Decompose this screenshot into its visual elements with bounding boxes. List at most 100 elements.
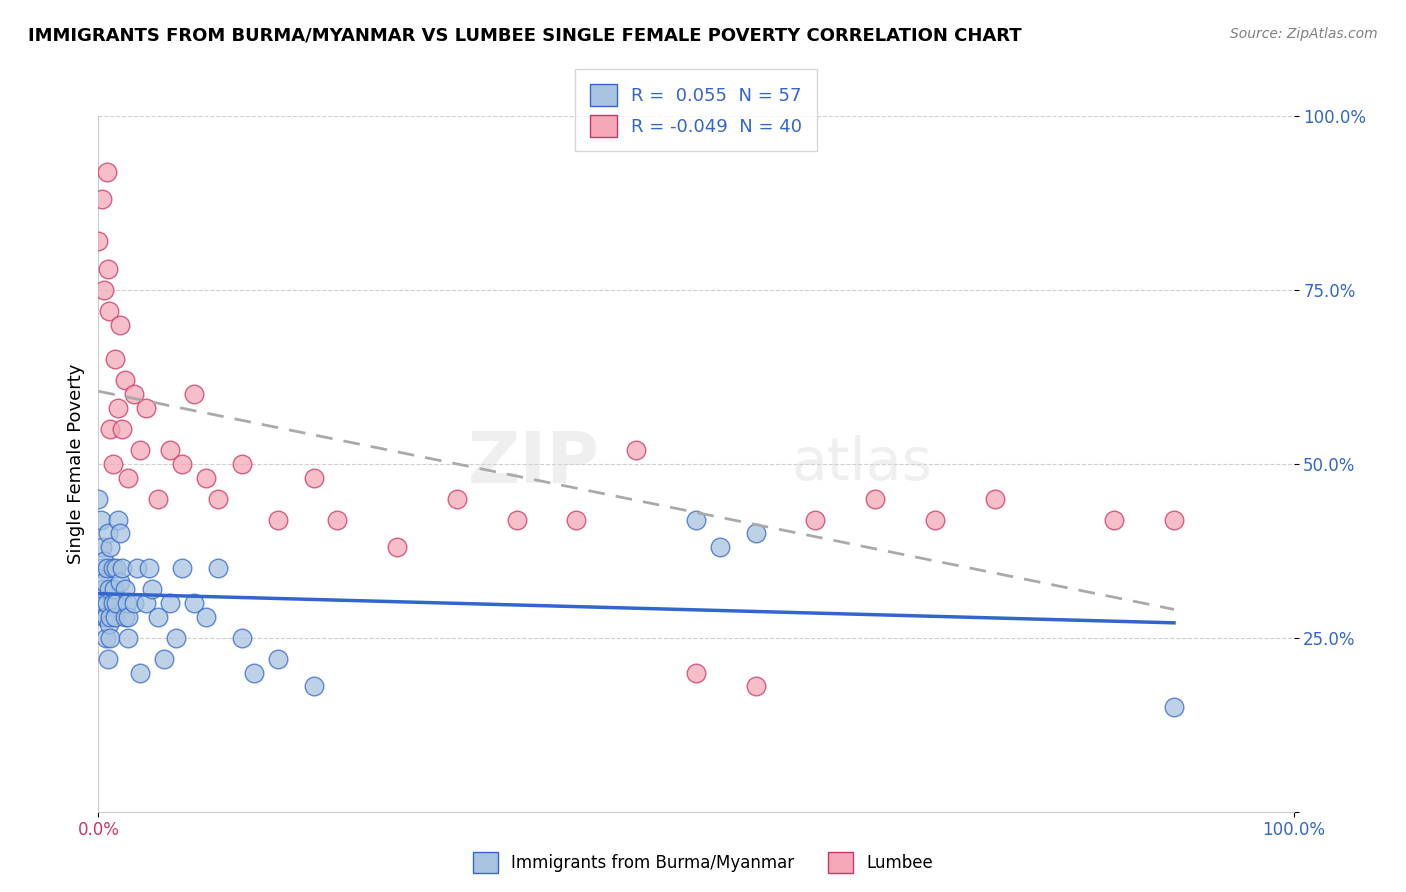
- Point: [124, 596, 146, 610]
- Point: [385, 541, 409, 555]
- Legend: R =  0.055  N = 57, R = -0.049  N = 40: R = 0.055 N = 57, R = -0.049 N = 40: [575, 70, 817, 152]
- Point: [114, 610, 136, 624]
- Point: [98, 582, 121, 596]
- Text: IMMIGRANTS FROM BURMA/MYANMAR VS LUMBEE SINGLE FEMALE POVERTY CORRELATION CHART: IMMIGRANTS FROM BURMA/MYANMAR VS LUMBEE …: [28, 27, 1022, 45]
- Point: [685, 512, 707, 526]
- Point: [98, 303, 121, 318]
- Point: [326, 512, 349, 526]
- Text: ZIP: ZIP: [468, 429, 600, 499]
- Point: [108, 575, 131, 590]
- Point: [159, 442, 181, 457]
- Point: [446, 491, 468, 506]
- Point: [141, 582, 163, 596]
- Point: [98, 610, 122, 624]
- Point: [98, 631, 122, 645]
- Point: [101, 457, 124, 471]
- Point: [91, 193, 114, 207]
- Point: [745, 526, 768, 541]
- Point: [103, 582, 125, 596]
- Point: [565, 512, 588, 526]
- Point: [135, 401, 157, 416]
- Point: [87, 491, 110, 506]
- Point: [114, 582, 136, 596]
- Text: Source: ZipAtlas.com: Source: ZipAtlas.com: [1230, 27, 1378, 41]
- Point: [91, 561, 114, 575]
- Point: [685, 665, 707, 680]
- Point: [231, 457, 253, 471]
- Point: [91, 582, 114, 596]
- Point: [93, 575, 115, 590]
- Point: [104, 352, 127, 367]
- Point: [207, 561, 229, 575]
- Point: [94, 631, 117, 645]
- Point: [105, 596, 128, 610]
- Point: [90, 512, 112, 526]
- Point: [302, 471, 325, 485]
- Point: [98, 616, 121, 631]
- Point: [626, 442, 648, 457]
- Point: [745, 680, 768, 694]
- Point: [105, 561, 128, 575]
- Point: [107, 401, 129, 416]
- Point: [267, 651, 290, 665]
- Point: [101, 596, 124, 610]
- Point: [97, 651, 120, 665]
- Legend: Immigrants from Burma/Myanmar, Lumbee: Immigrants from Burma/Myanmar, Lumbee: [467, 846, 939, 880]
- Point: [129, 442, 152, 457]
- Point: [207, 491, 229, 506]
- Point: [108, 318, 131, 332]
- Point: [243, 665, 266, 680]
- Point: [93, 283, 115, 297]
- Point: [93, 610, 115, 624]
- Point: [96, 596, 118, 610]
- Point: [148, 491, 170, 506]
- Point: [709, 541, 731, 555]
- Point: [111, 561, 134, 575]
- Point: [111, 422, 134, 436]
- Point: [117, 471, 139, 485]
- Y-axis label: Single Female Poverty: Single Female Poverty: [66, 364, 84, 564]
- Point: [1163, 700, 1185, 714]
- Point: [98, 422, 122, 436]
- Point: [984, 491, 1007, 506]
- Point: [117, 610, 139, 624]
- Point: [183, 596, 205, 610]
- Point: [124, 387, 146, 401]
- Point: [98, 541, 122, 555]
- Text: atlas: atlas: [792, 435, 932, 492]
- Point: [101, 561, 124, 575]
- Point: [172, 457, 194, 471]
- Point: [96, 561, 118, 575]
- Point: [108, 526, 131, 541]
- Point: [267, 512, 290, 526]
- Point: [104, 610, 127, 624]
- Point: [302, 680, 325, 694]
- Point: [1163, 512, 1185, 526]
- Point: [138, 561, 160, 575]
- Point: [195, 471, 218, 485]
- Point: [97, 526, 120, 541]
- Point: [135, 596, 157, 610]
- Point: [506, 512, 529, 526]
- Point: [165, 631, 187, 645]
- Point: [125, 561, 148, 575]
- Point: [195, 610, 218, 624]
- Point: [91, 541, 114, 555]
- Point: [231, 631, 253, 645]
- Point: [115, 596, 138, 610]
- Point: [153, 651, 176, 665]
- Point: [117, 631, 139, 645]
- Point: [804, 512, 827, 526]
- Point: [107, 512, 129, 526]
- Point: [97, 262, 120, 277]
- Point: [159, 596, 181, 610]
- Point: [172, 561, 194, 575]
- Point: [94, 610, 117, 624]
- Point: [924, 512, 946, 526]
- Point: [1104, 512, 1126, 526]
- Point: [148, 610, 170, 624]
- Point: [96, 164, 118, 178]
- Point: [183, 387, 205, 401]
- Point: [91, 596, 114, 610]
- Point: [114, 373, 136, 387]
